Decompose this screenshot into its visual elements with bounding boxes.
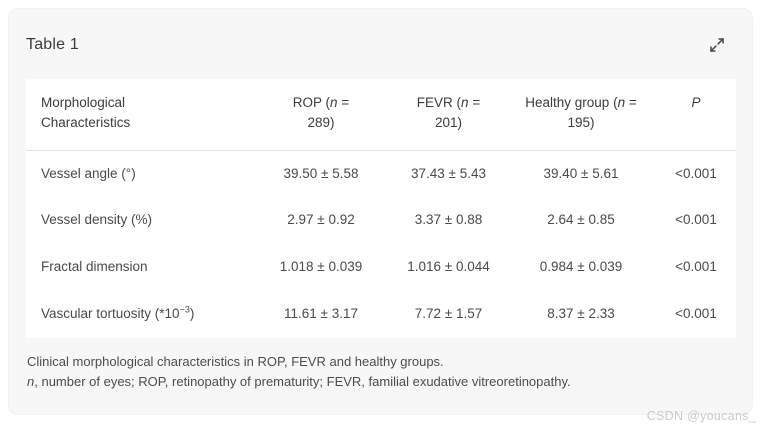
- rop-value: 1.018 ± 0.039: [279, 259, 363, 275]
- fevr-value: 37.43 ± 5.43: [411, 165, 486, 181]
- column-header-p: P: [656, 79, 736, 151]
- watermark: CSDN @youcans_: [646, 409, 756, 423]
- row-label: Vessel angle (°): [41, 165, 136, 181]
- rop-value: 39.50 ± 5.58: [283, 165, 359, 181]
- healthy-value: 0.984 ± 0.039: [539, 259, 623, 275]
- card-header: Table 1: [26, 9, 735, 79]
- fevr-value: 7.72 ± 1.57: [414, 306, 483, 322]
- table-row: Vessel angle (°) 39.50 ± 5.58 37.43 ± 5.…: [26, 150, 736, 197]
- fevr-value: 1.016 ± 0.044: [407, 259, 490, 275]
- table-row: Vascular tortuosity (*10−3) 11.61 ± 3.17…: [26, 291, 736, 338]
- rop-value: 2.97 ± 0.92: [287, 212, 355, 228]
- healthy-value: 8.37 ± 2.33: [547, 306, 615, 322]
- rop-value: 11.61 ± 3.17: [284, 306, 358, 322]
- row-label: Vascular tortuosity (*10−3): [41, 304, 195, 322]
- p-value: <0.001: [675, 259, 717, 275]
- expand-button[interactable]: [707, 35, 727, 55]
- healthy-value: 39.40 ± 5.61: [543, 165, 619, 181]
- caption-line-1: Clinical morphological characteristics i…: [27, 354, 444, 369]
- p-value: <0.001: [675, 306, 717, 322]
- table-row: Vessel density (%) 2.97 ± 0.92 3.37 ± 0.…: [26, 197, 736, 244]
- column-header-rop: ROP (n = 289): [251, 79, 391, 151]
- fevr-value: 3.37 ± 0.88: [414, 212, 483, 228]
- healthy-value: 2.64 ± 0.85: [547, 212, 615, 228]
- header-row: Morphological Characteristics ROP (n = 2…: [26, 79, 736, 151]
- table-title: Table 1: [26, 36, 79, 53]
- table-head: Morphological Characteristics ROP (n = 2…: [26, 79, 736, 151]
- table-row: Fractal dimension 1.018 ± 0.039 1.016 ± …: [26, 244, 736, 291]
- morphology-table: Morphological Characteristics ROP (n = 2…: [26, 79, 736, 338]
- column-header-fevr: FEVR (n = 201): [391, 79, 506, 151]
- row-label: Vessel density (%): [41, 212, 153, 228]
- table-caption: Clinical morphological characteristics i…: [26, 352, 735, 392]
- column-header-healthy: Healthy group (n = 195): [506, 79, 656, 151]
- p-value: <0.001: [675, 212, 717, 228]
- expand-diagonal-arrows-icon: [708, 36, 726, 54]
- table-body: Vessel angle (°) 39.50 ± 5.58 37.43 ± 5.…: [26, 150, 736, 338]
- column-header-characteristics: Morphological Characteristics: [26, 79, 251, 151]
- table-card: Table 1 Morphological Characteristics: [8, 8, 753, 415]
- p-value: <0.001: [675, 165, 717, 181]
- caption-line-2: n, number of eyes; ROP, retinopathy of p…: [27, 374, 571, 390]
- row-label: Fractal dimension: [41, 259, 148, 275]
